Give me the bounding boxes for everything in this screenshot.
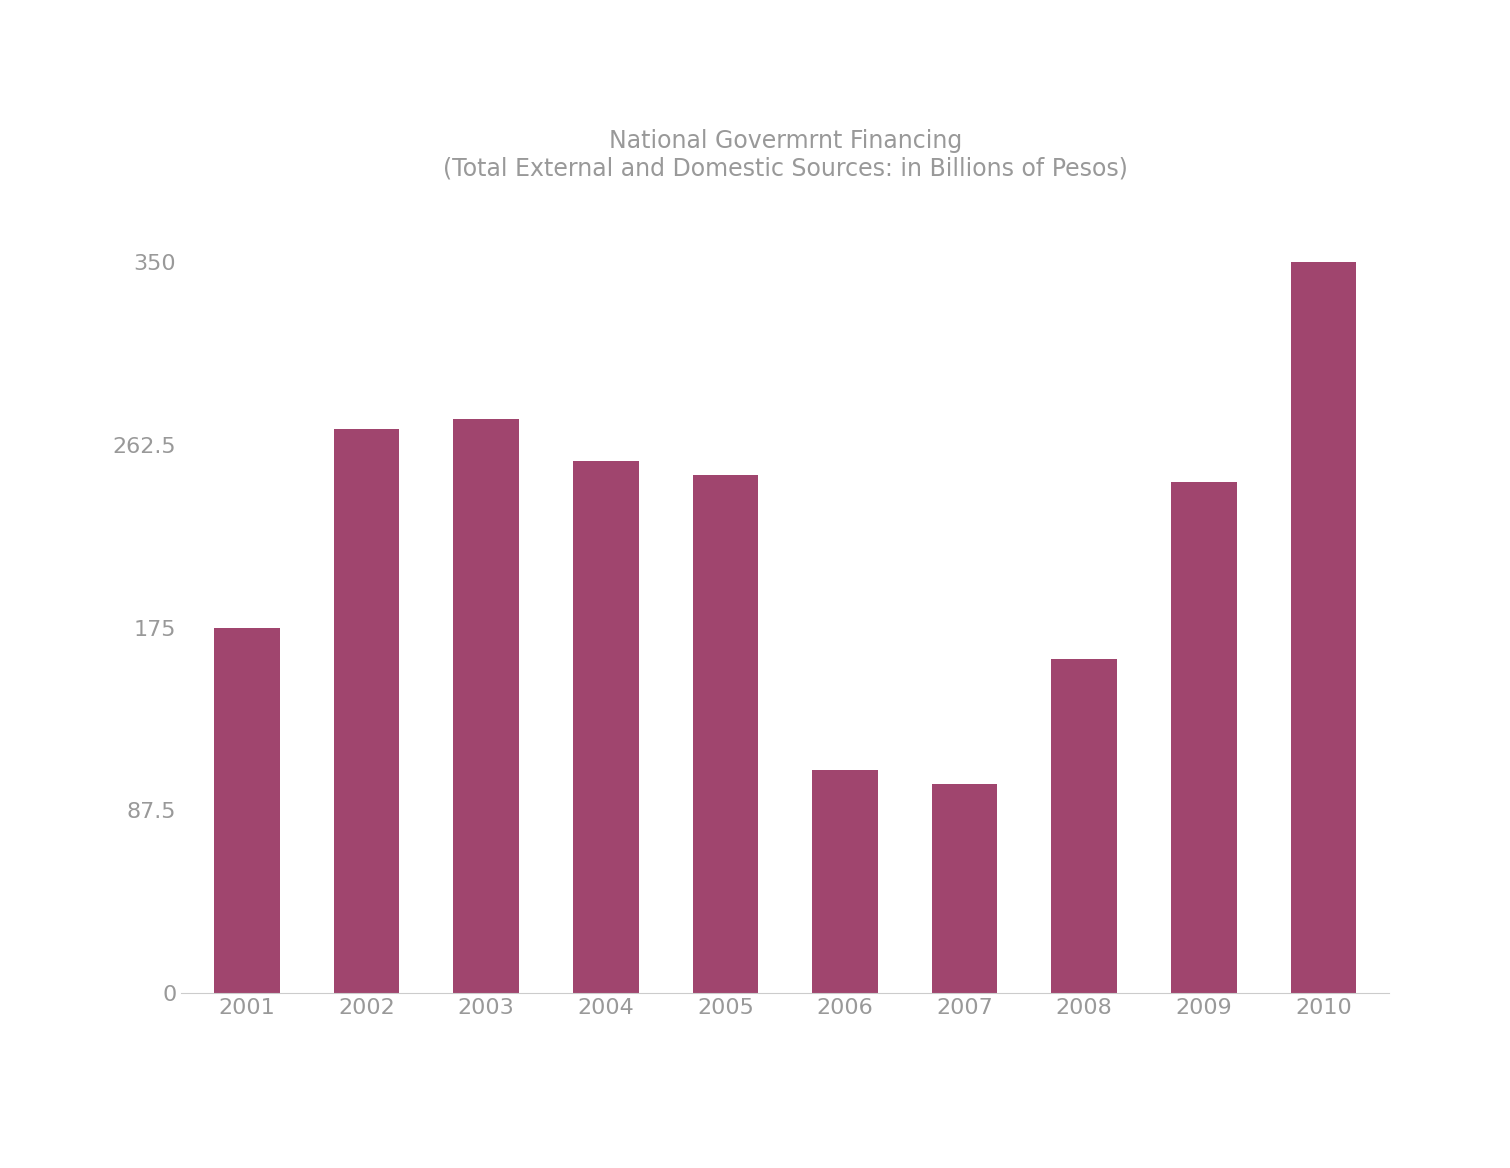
Bar bbox=[453, 419, 519, 993]
Bar bbox=[1170, 481, 1237, 993]
Bar bbox=[812, 770, 877, 993]
Bar bbox=[334, 430, 400, 993]
Bar bbox=[214, 627, 279, 993]
Bar bbox=[572, 460, 639, 993]
Bar bbox=[1051, 659, 1117, 993]
Bar bbox=[693, 475, 758, 993]
Title: National Govermrnt Financing
(Total External and Domestic Sources: in Billions o: National Govermrnt Financing (Total Exte… bbox=[442, 128, 1128, 181]
Bar bbox=[1291, 263, 1356, 993]
Bar bbox=[932, 784, 998, 993]
